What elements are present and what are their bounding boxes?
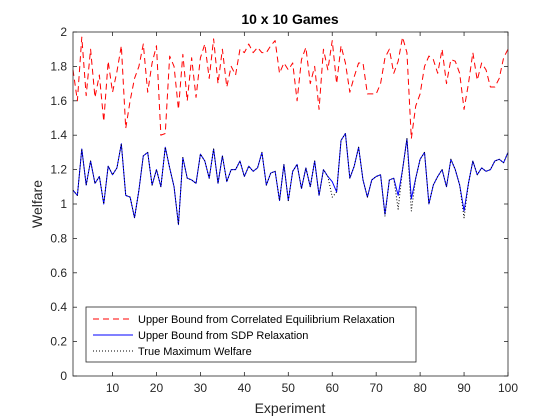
y-tick-label: 1.2 [50,163,67,177]
chart-title: 10 x 10 Games [241,11,339,27]
x-tick-label: 60 [326,381,340,395]
legend-label-sdp: Upper Bound from SDP Relaxation [138,330,308,342]
y-tick-label: 2 [60,25,67,39]
y-tick-label: 0 [60,369,67,383]
series-true-max [72,132,509,226]
x-tick-label: 20 [150,381,164,395]
legend-label-ce: Upper Bound from Correlated Equilibrium … [138,314,395,326]
x-tick-label: 40 [238,381,252,395]
x-tick-label: 100 [498,381,518,395]
y-tick-label: 0.4 [50,300,67,314]
y-axis-label: Welfare [29,180,45,228]
y-axis-ticks: 0 0.2 0.4 0.6 0.8 1 1.2 1.4 1.6 1.8 2 [50,25,508,383]
x-axis-label: Experiment [255,400,326,416]
y-tick-label: 0.8 [50,231,67,245]
x-axis-ticks: 10 20 30 40 50 60 70 80 90 100 [106,32,518,395]
legend-label-true: True Maximum Welfare [138,346,252,358]
y-tick-label: 0.2 [50,335,67,349]
x-tick-label: 30 [194,381,208,395]
x-tick-label: 70 [370,381,384,395]
x-tick-label: 80 [413,381,427,395]
y-tick-label: 1 [60,197,67,211]
x-tick-label: 90 [457,381,471,395]
series-ce-relaxation [72,36,509,140]
y-tick-label: 0.6 [50,266,67,280]
legend: Upper Bound from Correlated Equilibrium … [85,306,417,363]
x-tick-label: 50 [282,381,296,395]
x-tick-label: 10 [106,381,120,395]
y-tick-label: 1.8 [50,59,67,73]
y-tick-label: 1.6 [50,94,67,108]
legend-box [85,306,417,363]
plot-lines [72,36,509,226]
y-tick-label: 1.4 [50,128,67,142]
